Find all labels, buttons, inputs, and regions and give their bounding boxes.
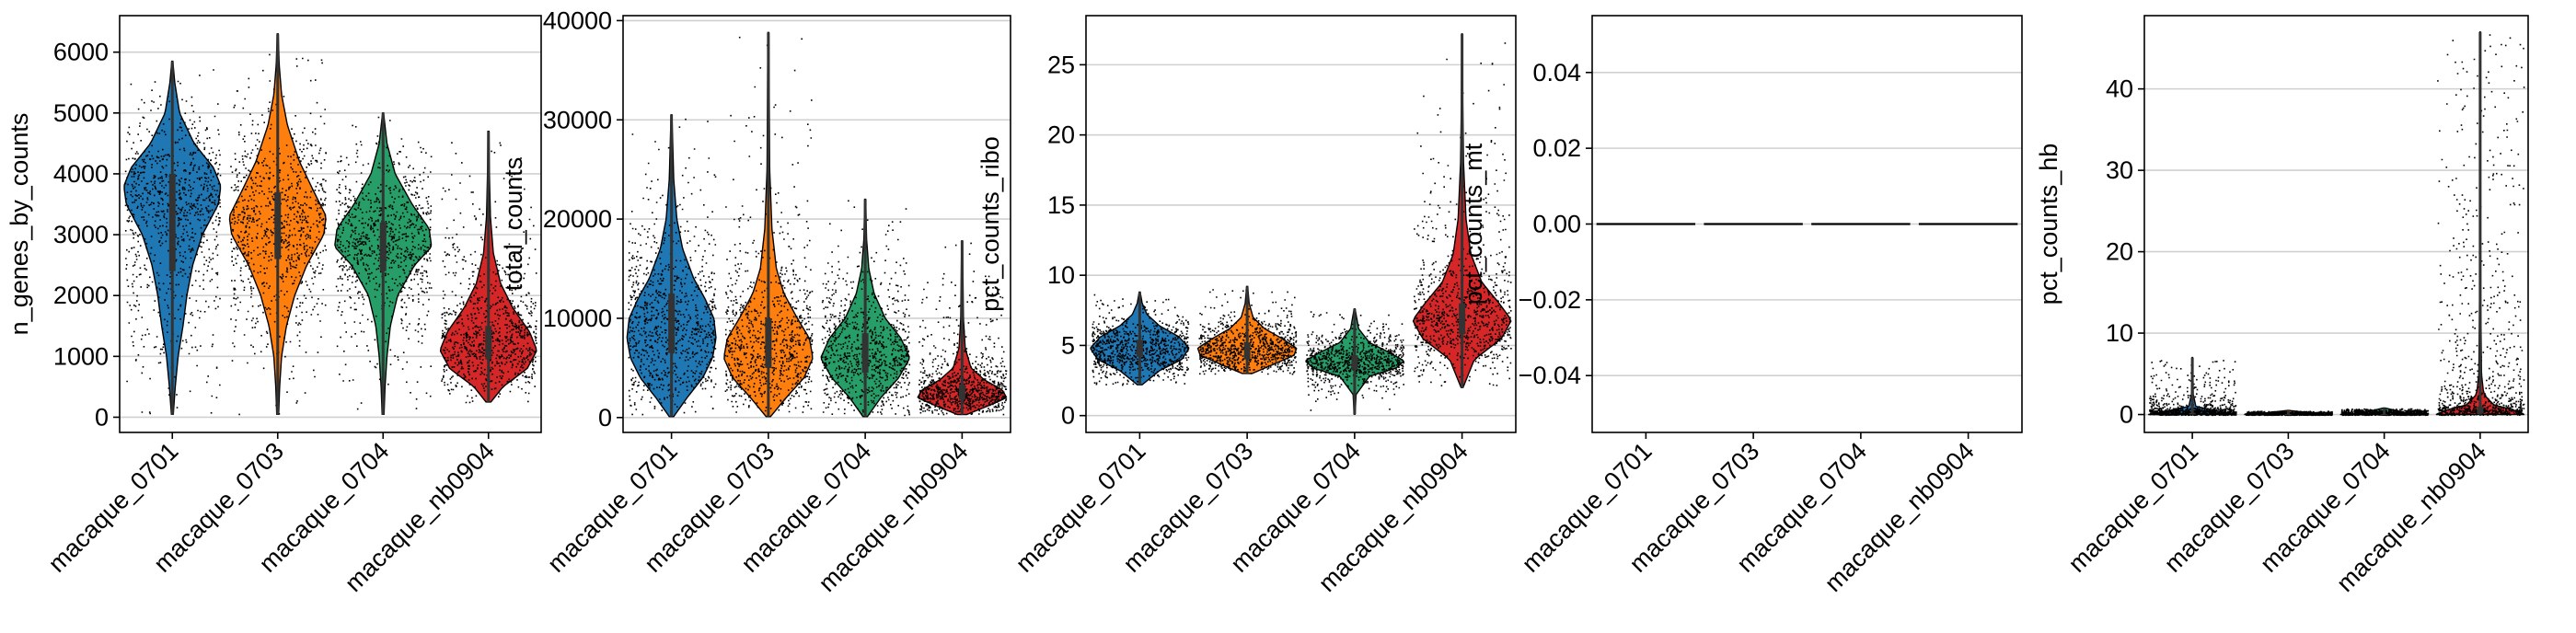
jitter-points bbox=[1198, 289, 1298, 375]
violin-macaque_0704 bbox=[2339, 407, 2430, 417]
y-tick-label: 5 bbox=[1061, 331, 1075, 359]
iqr-box bbox=[2381, 414, 2388, 416]
y-tick-label: 40000 bbox=[543, 6, 612, 34]
y-axis-label: n_genes_by_counts bbox=[6, 113, 33, 336]
y-tick-label: 40 bbox=[2106, 75, 2133, 103]
plot-frame bbox=[119, 15, 542, 433]
y-tick-label: 15 bbox=[1047, 191, 1075, 219]
iqr-box bbox=[2284, 414, 2292, 416]
y-tick-label: 4000 bbox=[53, 160, 109, 188]
jitter-points bbox=[821, 200, 911, 417]
y-tick-label: 1000 bbox=[53, 342, 109, 370]
y-tick-label: 30000 bbox=[543, 106, 612, 133]
violin-macaque_0703 bbox=[2244, 409, 2333, 417]
iqr-box bbox=[1243, 342, 1251, 360]
y-tick-label: 20 bbox=[2106, 238, 2133, 266]
y-tick-label: 0.00 bbox=[1532, 211, 1581, 238]
panel-pct_counts_mt: −0.04−0.020.000.020.04pct_counts_mtmacaq… bbox=[1460, 15, 2023, 597]
violin-macaque_nb0904 bbox=[2435, 31, 2525, 417]
y-tick-label: −0.04 bbox=[1519, 362, 1581, 389]
iqr-box bbox=[168, 173, 176, 271]
plot-frame bbox=[2143, 15, 2529, 433]
y-tick-label: 20000 bbox=[543, 205, 612, 233]
points-macaque_nb0904 bbox=[918, 242, 1008, 416]
jitter-points bbox=[124, 69, 222, 415]
violin-macaque_0701 bbox=[626, 114, 717, 418]
points-macaque_0701 bbox=[1091, 293, 1190, 386]
jitter-points bbox=[230, 53, 327, 416]
y-tick-label: 2000 bbox=[53, 282, 109, 309]
y-tick-label: 3000 bbox=[53, 221, 109, 248]
y-tick-label: 0 bbox=[1061, 402, 1075, 430]
iqr-box bbox=[1136, 340, 1143, 357]
iqr-box bbox=[765, 317, 772, 368]
points-macaque_0704 bbox=[821, 200, 911, 417]
y-tick-label: 20 bbox=[1047, 121, 1075, 149]
violin-macaque_nb0904 bbox=[1412, 33, 1512, 388]
y-tick-label: 0 bbox=[2120, 401, 2133, 429]
violin-macaque_0704 bbox=[820, 198, 911, 418]
iqr-box bbox=[958, 385, 965, 400]
iqr-box bbox=[274, 191, 282, 259]
violin-macaque_0701 bbox=[1090, 291, 1190, 386]
y-tick-label: 0 bbox=[598, 404, 612, 432]
jitter-points bbox=[1091, 293, 1190, 386]
iqr-box bbox=[668, 293, 676, 353]
panel-total_counts: 010000200003000040000total_countsmacaque… bbox=[500, 6, 1011, 597]
y-tick-label: 10 bbox=[1047, 261, 1075, 289]
iqr-box bbox=[861, 333, 869, 374]
violin-macaque_nb0904 bbox=[439, 130, 537, 404]
panel-n_genes_by_counts: 0 1000 2000 3000 4000 5000 6000 n_genes_by_coun… bbox=[6, 15, 542, 597]
iqr-box bbox=[2189, 412, 2196, 415]
violin-macaque_0704 bbox=[1305, 308, 1405, 415]
panel-pct_counts_ribo: 0510152025pct_counts_ribomacaque_0701mac… bbox=[976, 15, 1517, 597]
iqr-box bbox=[2477, 406, 2484, 414]
violin-macaque_0701 bbox=[2148, 356, 2237, 417]
y-tick-label: 10000 bbox=[543, 305, 612, 332]
violin-macaque_0703 bbox=[228, 33, 327, 416]
points-macaque_0703 bbox=[230, 53, 327, 416]
iqr-box bbox=[485, 326, 492, 360]
violin-macaque_0704 bbox=[334, 112, 433, 415]
y-tick-label: −0.02 bbox=[1519, 286, 1581, 314]
iqr-box bbox=[1459, 303, 1466, 335]
iqr-box bbox=[1351, 355, 1358, 370]
plot-frame bbox=[622, 15, 1011, 433]
y-tick-label: 30 bbox=[2106, 156, 2133, 184]
violin-macaque_nb0904 bbox=[917, 240, 1008, 416]
y-tick-label: 10 bbox=[2106, 319, 2133, 347]
y-axis-label: total_counts bbox=[500, 157, 527, 292]
y-axis-label: pct_counts_mt bbox=[1460, 143, 1487, 305]
violin-macaque_0703 bbox=[1196, 285, 1298, 375]
panel-pct_counts_hb: 010203040pct_counts_hbmacaque_0701macaqu… bbox=[2035, 15, 2529, 597]
jitter-points bbox=[918, 242, 1008, 416]
y-tick-label: 0.02 bbox=[1532, 134, 1581, 162]
y-tick-label: 25 bbox=[1047, 51, 1075, 78]
y-tick-label: 5000 bbox=[53, 99, 109, 127]
plot-frame bbox=[1085, 15, 1517, 433]
violin-macaque_0703 bbox=[723, 31, 814, 418]
y-tick-label: 0 bbox=[95, 403, 109, 431]
y-axis-label: pct_counts_hb bbox=[2035, 144, 2062, 305]
violin-macaque_0701 bbox=[123, 60, 222, 415]
y-tick-label: 6000 bbox=[53, 39, 109, 66]
y-tick-label: 0.04 bbox=[1532, 59, 1581, 86]
y-axis-label: pct_counts_ribo bbox=[976, 136, 1004, 312]
points-macaque_0703 bbox=[1198, 289, 1298, 375]
iqr-box bbox=[379, 222, 387, 271]
points-macaque_0701 bbox=[124, 69, 222, 415]
